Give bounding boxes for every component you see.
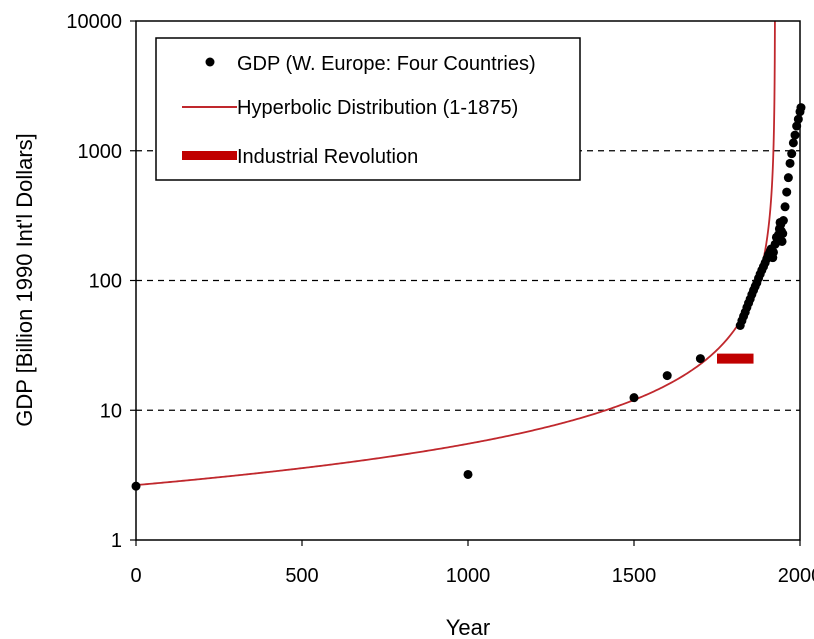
gdp-point <box>790 130 800 140</box>
gdp-point <box>463 469 473 479</box>
grid-lines <box>136 150 800 411</box>
gdp-point <box>796 103 806 113</box>
gdp-point <box>695 354 705 364</box>
gdp-point <box>783 173 793 183</box>
x-tick-label: 2000 <box>778 565 814 587</box>
legend-marker-industrial <box>182 151 237 160</box>
x-axis-label: Year <box>446 615 490 639</box>
y-tick-label: 10 <box>100 400 122 422</box>
y-axis-ticks: 1 10 100 1000 10000 <box>66 11 136 552</box>
y-tick-label: 100 <box>89 271 122 293</box>
gdp-point <box>782 187 792 197</box>
gdp-point <box>785 158 795 168</box>
industrial-revolution-bar <box>717 353 754 364</box>
y-tick-label: 1000 <box>78 141 123 163</box>
gdp-point <box>778 216 788 226</box>
legend-marker-gdp <box>205 57 215 67</box>
gdp-point <box>777 236 787 246</box>
gdp-point <box>787 149 797 159</box>
gdp-point <box>778 229 788 239</box>
legend-label-industrial: Industrial Revolution <box>237 146 418 168</box>
x-tick-label: 0 <box>130 565 141 587</box>
legend-label-gdp: GDP (W. Europe: Four Countries) <box>237 53 536 75</box>
x-axis-ticks: 0 500 1000 1500 2000 <box>130 540 814 587</box>
gdp-point <box>792 121 802 131</box>
y-axis-label: GDP [Billion 1990 Int'l Dollars] <box>12 133 37 427</box>
x-tick-label: 1000 <box>446 565 491 587</box>
gdp-point <box>793 114 803 124</box>
industrial-revolution-bar-group <box>717 353 754 364</box>
gdp-point <box>629 393 639 403</box>
legend-label-hyperbolic: Hyperbolic Distribution (1-1875) <box>237 97 518 119</box>
data-points <box>131 103 806 491</box>
y-tick-label: 1 <box>111 530 122 552</box>
legend: GDP (W. Europe: Four Countries) Hyperbol… <box>155 37 581 181</box>
x-tick-label: 1500 <box>612 565 657 587</box>
gdp-point <box>768 247 778 257</box>
gdp-point <box>780 202 790 212</box>
gdp-point <box>662 371 672 381</box>
x-tick-label: 500 <box>285 565 318 587</box>
gdp-point <box>788 138 798 148</box>
y-tick-label: 10000 <box>66 11 122 33</box>
